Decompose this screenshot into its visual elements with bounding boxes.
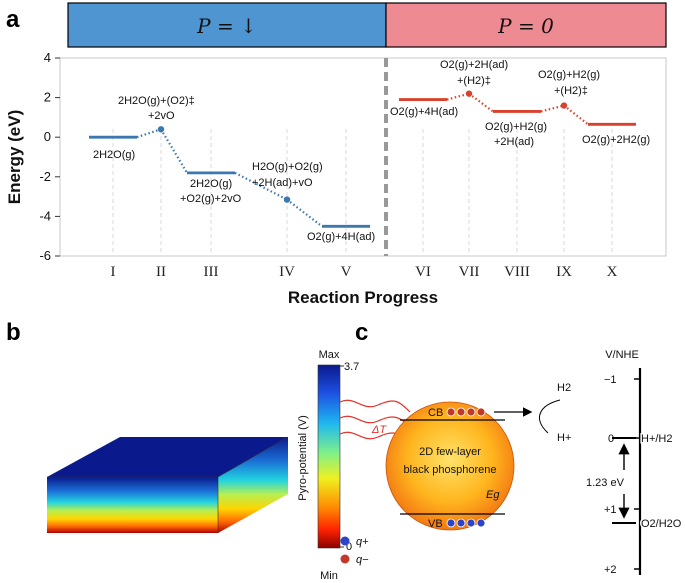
scale-tick-label: −1: [604, 374, 617, 386]
panel-c-letter: c: [355, 319, 368, 346]
colorbar-title: Pyro-potential (V): [297, 415, 309, 501]
potential-ticks: −1 0 +1 +2: [604, 374, 640, 576]
holes: [446, 518, 486, 528]
gap-label: 1.23 eV: [586, 477, 625, 489]
h-reaction-curve: [538, 399, 561, 434]
state-label: O2(g)+4H(ad): [390, 106, 458, 118]
state-label: +(H2)‡: [457, 75, 491, 87]
x-category-label: V: [341, 264, 352, 280]
colorbar: [317, 364, 341, 549]
x-category-label: IV: [279, 264, 295, 280]
state-label: +2H(ad): [494, 136, 534, 148]
x-category-labels: I II III IV V VI VII VIII IX X: [111, 264, 618, 280]
y-tick-label: 4: [44, 50, 51, 65]
q-minus-dot: [340, 554, 350, 564]
header-right-bar: [385, 2, 667, 48]
eg-label: Eg: [486, 489, 500, 501]
state-label: O2(g)+2H(ad): [440, 59, 508, 71]
energy-connector: [468, 92, 494, 113]
colorbar-bottom-value: 0: [346, 541, 352, 553]
state-label: 2H2O(g)+(O2)‡: [118, 95, 195, 107]
x-category-label: VIII: [504, 264, 530, 280]
x-category-label: VII: [459, 264, 480, 280]
y-tick-label: -4: [39, 208, 51, 223]
state-label: O2(g)+H2(g): [538, 69, 600, 81]
sphere-line-1: 2D few-layer: [419, 446, 481, 458]
phosphorene-sphere: [385, 401, 515, 531]
state-labels: 2H2O(g) 2H2O(g)+(O2)‡ +2vO 2H2O(g) +O2(g…: [93, 59, 650, 243]
y-tick-label: -6: [39, 248, 51, 263]
energy-connector: [234, 171, 288, 201]
scale-title: V/NHE: [605, 349, 639, 361]
state-label: O2(g)+4H(ad): [307, 231, 375, 243]
state-label: +2vO: [148, 110, 175, 122]
state-label: O2(g)+H2(g): [485, 121, 547, 133]
sphere-line-2: black phosphorene: [404, 464, 497, 476]
state-label: O2(g)+2H2(g): [582, 134, 650, 146]
header-right-label: P = 0: [497, 14, 554, 38]
colorbar-top-value: 3.7: [344, 361, 359, 373]
cb-label: CB: [428, 407, 443, 419]
panel-b-letter: b: [6, 319, 21, 346]
hplus-label: H+: [557, 432, 571, 444]
q-plus-dot: [340, 536, 350, 546]
x-category-label: X: [607, 264, 618, 280]
x-category-label: I: [111, 264, 116, 280]
energy-connector: [136, 128, 162, 139]
q-minus-label: q−: [356, 554, 369, 566]
energy-connector: [160, 128, 188, 174]
state-label: +(H2)‡: [554, 85, 588, 97]
y-tick-label: -2: [39, 169, 51, 184]
header-left-bar: [67, 2, 387, 48]
state-label: H2O(g)+O2(g): [252, 161, 323, 173]
electrons: [446, 407, 486, 417]
slab-front: [47, 477, 218, 533]
h2-label: H2: [557, 382, 571, 394]
h-redox-label: H+/H2: [641, 433, 673, 445]
o-redox-label: O2/H2O: [641, 518, 682, 530]
plot-frame: [59, 57, 667, 257]
colorbar-min-label: Min: [320, 570, 338, 582]
y-axis-title: Energy (eV): [5, 110, 24, 204]
header-left-label: P = ↓: [196, 14, 257, 38]
slab-side: [218, 437, 288, 533]
energy-connector: [563, 104, 589, 126]
delta-t-label: ΔT: [371, 424, 387, 436]
state-label: +2H(ad)+vO: [252, 177, 313, 189]
y-tick-label: 0: [44, 129, 51, 144]
energy-connector: [286, 198, 323, 228]
colorbar-max-label: Max: [319, 349, 340, 361]
x-category-label: IX: [556, 264, 572, 280]
x-category-label: II: [156, 264, 166, 280]
vb-label: VB: [428, 518, 443, 530]
state-label: 2H2O(g): [190, 178, 232, 190]
y-tick-labels: 4 2 0 -2 -4 -6: [39, 50, 60, 263]
state-label: 2H2O(g): [93, 149, 135, 161]
x-axis-title: Reaction Progress: [288, 288, 438, 307]
x-category-label: VI: [415, 264, 431, 280]
energy-connector: [446, 92, 470, 101]
y-tick-label: 2: [44, 90, 51, 105]
x-category-label: III: [204, 264, 219, 280]
q-plus-label: q+: [356, 536, 369, 548]
slab-top: [47, 437, 288, 477]
state-label: +O2(g)+2vO: [180, 193, 242, 205]
scale-tick-label: +1: [604, 504, 617, 516]
scale-tick-label: +2: [604, 564, 617, 576]
panel-a-letter: a: [6, 6, 20, 33]
energy-connector: [540, 104, 565, 113]
energy-series: [89, 90, 636, 228]
pyro-slab: [47, 436, 289, 533]
scale-tick-label: 0: [608, 433, 614, 445]
